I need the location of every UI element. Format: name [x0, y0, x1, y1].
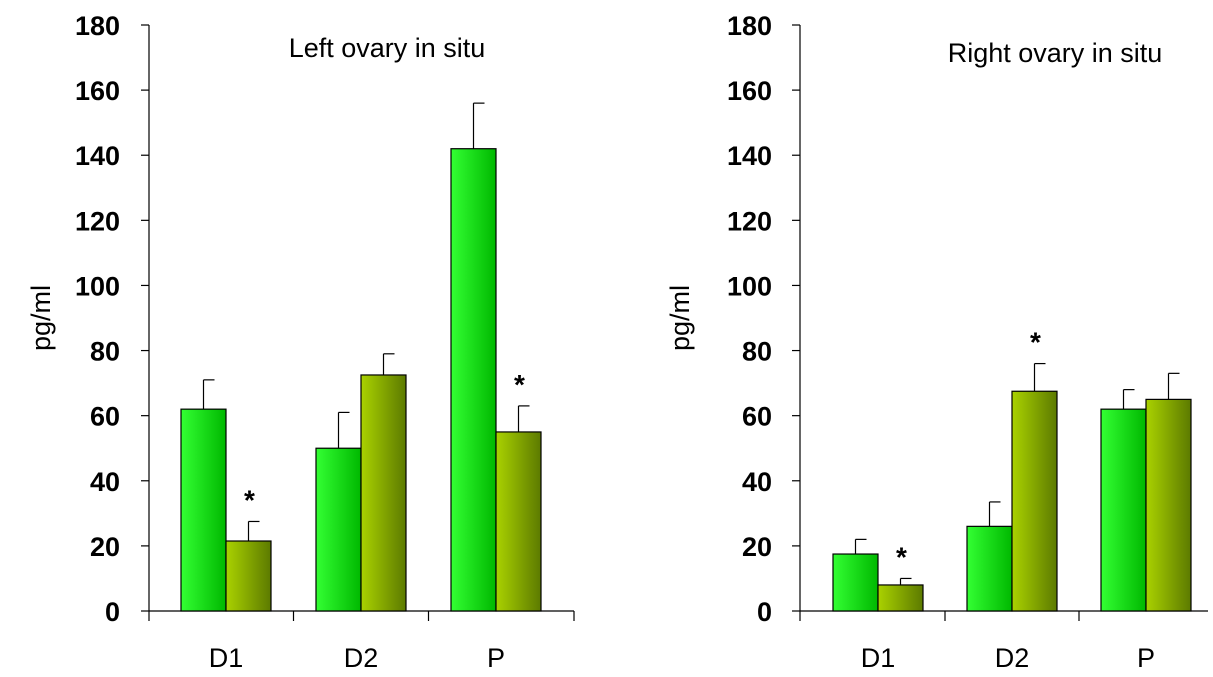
bar-series-a — [180, 408, 227, 612]
y-tick-label: 180 — [727, 11, 772, 41]
x-tick-label: D2 — [344, 643, 379, 673]
y-tick-label: 100 — [727, 271, 772, 301]
chart-title: Right ovary in situ — [948, 38, 1163, 68]
y-tick-label: 120 — [727, 206, 772, 236]
y-tick-label: 140 — [727, 141, 772, 171]
bars: ** — [832, 327, 1192, 612]
y-tick-label: 60 — [90, 402, 120, 432]
x-tick-label: P — [1137, 643, 1155, 673]
y-tick-label: 100 — [75, 271, 120, 301]
bar-series-b — [1145, 398, 1192, 612]
y-tick-label: 40 — [90, 467, 120, 497]
bar-series-b — [877, 584, 924, 612]
bar-series-a — [966, 525, 1013, 612]
y-tick-label: 120 — [75, 206, 120, 236]
x-tick-label: D2 — [995, 643, 1030, 673]
y-tick-label: 180 — [75, 11, 120, 41]
bar-series-b — [360, 374, 407, 612]
y-tick-label: 20 — [742, 532, 772, 562]
y-tick-label: 160 — [75, 76, 120, 106]
bar-series-a — [1100, 408, 1147, 612]
chart-title: Left ovary in situ — [289, 33, 486, 63]
y-axis-title: pg/ml — [665, 285, 695, 351]
bar-series-a — [315, 447, 362, 612]
y-tick-label: 0 — [105, 597, 120, 627]
x-tick-labels: D1 D2 P — [799, 611, 1155, 673]
y-ticks: 0 20 40 60 80 100 120 140 160 180 — [75, 11, 149, 627]
bar-series-b — [1011, 390, 1058, 612]
bar-series-b — [495, 431, 542, 612]
y-tick-label: 0 — [757, 597, 772, 627]
bar-series-a — [450, 148, 497, 612]
bar-series-b — [225, 540, 272, 612]
y-tick-label: 140 — [75, 141, 120, 171]
x-tick-label: P — [487, 643, 505, 673]
bars: ** — [180, 102, 542, 612]
y-tick-label: 80 — [742, 337, 772, 367]
y-tick-label: 80 — [90, 337, 120, 367]
y-ticks: 0 20 40 60 80 100 120 140 160 180 — [727, 11, 800, 627]
x-tick-labels: D1 D2 P — [148, 611, 575, 673]
significance-marker: * — [1030, 327, 1041, 358]
bar-series-a — [832, 553, 879, 612]
significance-marker: * — [244, 484, 255, 515]
y-axis-title: pg/ml — [26, 285, 56, 351]
significance-marker: * — [514, 369, 525, 400]
right-ovary-chart: Right ovary in situ pg/ml 0 20 40 60 80 100 12… — [665, 11, 1208, 673]
y-tick-label: 60 — [742, 402, 772, 432]
y-tick-label: 20 — [90, 532, 120, 562]
left-ovary-chart: Left ovary in situ pg/ml 0 20 40 60 80 100 120… — [26, 11, 575, 673]
significance-marker: * — [896, 541, 907, 572]
y-tick-label: 160 — [727, 76, 772, 106]
x-tick-label: D1 — [861, 643, 896, 673]
x-tick-label: D1 — [209, 643, 244, 673]
y-tick-label: 40 — [742, 467, 772, 497]
